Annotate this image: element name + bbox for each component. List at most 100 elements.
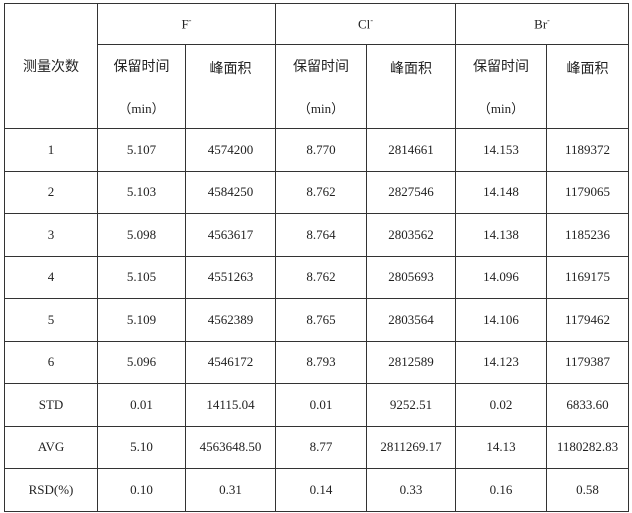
row-label: 6 — [4, 340, 98, 384]
table-row: 2 5.103 4584250 8.762 2827546 14.148 1179065 — [4, 170, 629, 214]
ion-name: F — [181, 16, 189, 32]
table-cell: 2827546 — [366, 170, 456, 214]
retention-time-header: 保留时间 （min） — [455, 44, 547, 129]
table-cell: 4574200 — [185, 128, 276, 172]
table-cell: 14.138 — [455, 213, 547, 257]
ion-charge: - — [547, 15, 550, 25]
table-cell: 1185236 — [546, 213, 629, 257]
table-cell: 4562389 — [185, 298, 276, 342]
retention-unit: （min） — [118, 101, 165, 116]
table-cell: 8.765 — [275, 298, 367, 342]
ion-name: Br — [534, 16, 548, 32]
table-cell: 5.109 — [97, 298, 186, 342]
ion-name: Cl — [358, 16, 371, 32]
table-cell: 14.123 — [455, 340, 547, 384]
table-cell: 5.103 — [97, 170, 186, 214]
table-cell: 1179065 — [546, 170, 629, 214]
table-cell: 5.107 — [97, 128, 186, 172]
retention-time-header: 保留时间 （min） — [275, 44, 367, 129]
table-cell: 0.33 — [366, 468, 456, 512]
header-row-ions: 测量次数 F- Cl- Br- — [4, 3, 629, 129]
retention-time-label: 保留时间 — [473, 59, 529, 75]
table-cell: 4546172 — [185, 340, 276, 384]
table-row: 1 5.107 4574200 8.770 2814661 14.153 1189372 — [4, 128, 629, 172]
table-cell: 0.01 — [275, 383, 367, 427]
table-cell: 5.105 — [97, 255, 186, 299]
table-cell: 0.16 — [455, 468, 547, 512]
retention-unit: （min） — [297, 101, 345, 116]
table-row: 3 5.098 4563617 8.764 2803562 14.138 1185236 — [4, 213, 629, 257]
table-cell: 8.77 — [275, 425, 367, 469]
table-row: 4 5.105 4551263 8.762 2805693 14.096 1169175 — [4, 255, 629, 299]
table-cell: 1179387 — [546, 340, 629, 384]
table-cell: 4584250 — [185, 170, 276, 214]
row-header-measurement-count: 测量次数 — [4, 3, 98, 129]
data-table: 测量次数 F- Cl- Br- 保留时间 （min） 峰面积 保留时间 （min） … — [4, 3, 629, 512]
table-cell: 2814661 — [366, 128, 456, 172]
table-cell: 1180282.83 — [546, 425, 629, 469]
table-cell: 1169175 — [546, 255, 629, 299]
table-cell: 8.793 — [275, 340, 367, 384]
ion-header-f: F- — [97, 3, 276, 45]
table-cell: 2805693 — [366, 255, 456, 299]
row-label: 5 — [4, 298, 98, 342]
table-row: 6 5.096 4546172 8.793 2812589 14.123 1179387 — [4, 340, 629, 384]
row-label: 4 — [4, 255, 98, 299]
table-cell: 4563648.50 — [185, 425, 276, 469]
table-cell: 5.098 — [97, 213, 186, 257]
ion-header-cl: Cl- — [275, 3, 456, 45]
table-cell: 14.153 — [455, 128, 547, 172]
table-cell: 0.01 — [97, 383, 186, 427]
table-cell: 14115.04 — [185, 383, 276, 427]
table-cell: 2803562 — [366, 213, 456, 257]
peak-area-header: 峰面积 — [546, 44, 629, 129]
table-row: RSD(%) 0.10 0.31 0.14 0.33 0.16 0.58 — [4, 468, 629, 512]
row-label: 1 — [4, 128, 98, 172]
peak-area-header: 峰面积 — [366, 44, 456, 129]
row-label: RSD(%) — [4, 468, 98, 512]
table-cell: 5.096 — [97, 340, 186, 384]
table-cell: 2811269.17 — [366, 425, 456, 469]
table-cell: 1189372 — [546, 128, 629, 172]
peak-area-label: 峰面积 — [566, 60, 609, 77]
peak-area-header: 峰面积 — [185, 44, 276, 129]
table-cell: 2803564 — [366, 298, 456, 342]
table-row: 5 5.109 4562389 8.765 2803564 14.106 1179462 — [4, 298, 629, 342]
table-cell: 8.762 — [275, 170, 367, 214]
ion-charge: - — [188, 15, 192, 25]
ion-header-br: Br- — [455, 3, 629, 45]
table-cell: 0.10 — [97, 468, 186, 512]
peak-area-label: 峰面积 — [209, 60, 252, 77]
table-cell: 0.14 — [275, 468, 367, 512]
row-label: 2 — [4, 170, 98, 214]
table-cell: 14.13 — [455, 425, 547, 469]
table-cell: 0.02 — [455, 383, 547, 427]
row-label: STD — [4, 383, 98, 427]
row-label: AVG — [4, 425, 98, 469]
retention-unit: （min） — [477, 101, 525, 116]
retention-time-label: 保留时间 — [113, 59, 170, 75]
table-cell: 8.762 — [275, 255, 367, 299]
retention-time-header: 保留时间 （min） — [97, 44, 186, 129]
table-cell: 1179462 — [546, 298, 629, 342]
table-cell: 2812589 — [366, 340, 456, 384]
table-cell: 9252.51 — [366, 383, 456, 427]
row-label: 3 — [4, 213, 98, 257]
ion-charge: - — [370, 15, 373, 25]
table-cell: 6833.60 — [546, 383, 629, 427]
table-cell: 14.148 — [455, 170, 547, 214]
table-row: AVG 5.10 4563648.50 8.77 2811269.17 14.13 1180… — [4, 425, 629, 469]
table-cell: 4551263 — [185, 255, 276, 299]
peak-area-label: 峰面积 — [390, 60, 432, 77]
table-cell: 8.764 — [275, 213, 367, 257]
header-row-columns: 保留时间 （min） 峰面积 保留时间 （min） 峰面积 保留时间 （min） 峰面… — [5, 44, 629, 129]
table-cell: 8.770 — [275, 128, 367, 172]
table-row: STD 0.01 14115.04 0.01 9252.51 0.02 6833.60 — [4, 383, 629, 427]
table-cell: 0.31 — [185, 468, 276, 512]
table-cell: 4563617 — [185, 213, 276, 257]
table-cell: 0.58 — [546, 468, 629, 512]
table-cell: 14.106 — [455, 298, 547, 342]
table-cell: 14.096 — [455, 255, 547, 299]
table-cell: 5.10 — [97, 425, 186, 469]
retention-time-label: 保留时间 — [293, 59, 349, 75]
